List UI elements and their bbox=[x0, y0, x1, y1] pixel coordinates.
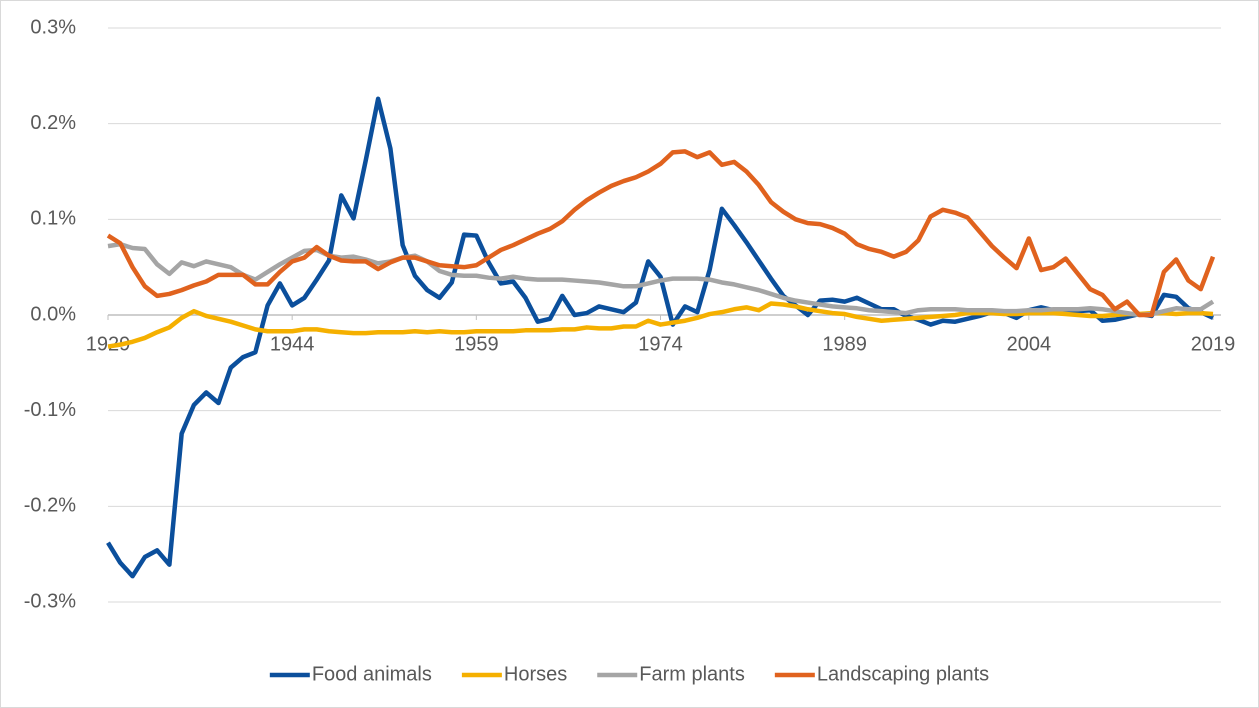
x-tick-label: 1959 bbox=[454, 333, 499, 355]
series-line bbox=[106, 149, 1216, 318]
x-tick-label: 2004 bbox=[1007, 333, 1052, 355]
x-tick-label: 1929 bbox=[86, 333, 131, 355]
y-tick-label: 0.2% bbox=[30, 112, 76, 134]
legend-label: Horses bbox=[504, 663, 567, 685]
series-line bbox=[107, 301, 1214, 349]
y-tick-label: -0.3% bbox=[24, 590, 76, 612]
legend-label: Landscaping plants bbox=[817, 663, 989, 685]
y-tick-label: -0.1% bbox=[24, 399, 76, 421]
y-tick-label: 0.1% bbox=[30, 208, 76, 230]
x-tick-label: 2019 bbox=[1191, 333, 1236, 355]
x-tick-label: 1944 bbox=[270, 333, 315, 355]
y-tick-label: 0.0% bbox=[30, 303, 76, 325]
legend-label: Food animals bbox=[312, 663, 432, 685]
x-tick-label: 1974 bbox=[638, 333, 683, 355]
y-tick-label: -0.2% bbox=[24, 495, 76, 517]
legend-label: Farm plants bbox=[639, 663, 745, 685]
series-line bbox=[107, 241, 1215, 318]
x-tick-label: 1989 bbox=[822, 333, 867, 355]
y-tick-label: 0.3% bbox=[30, 16, 76, 38]
